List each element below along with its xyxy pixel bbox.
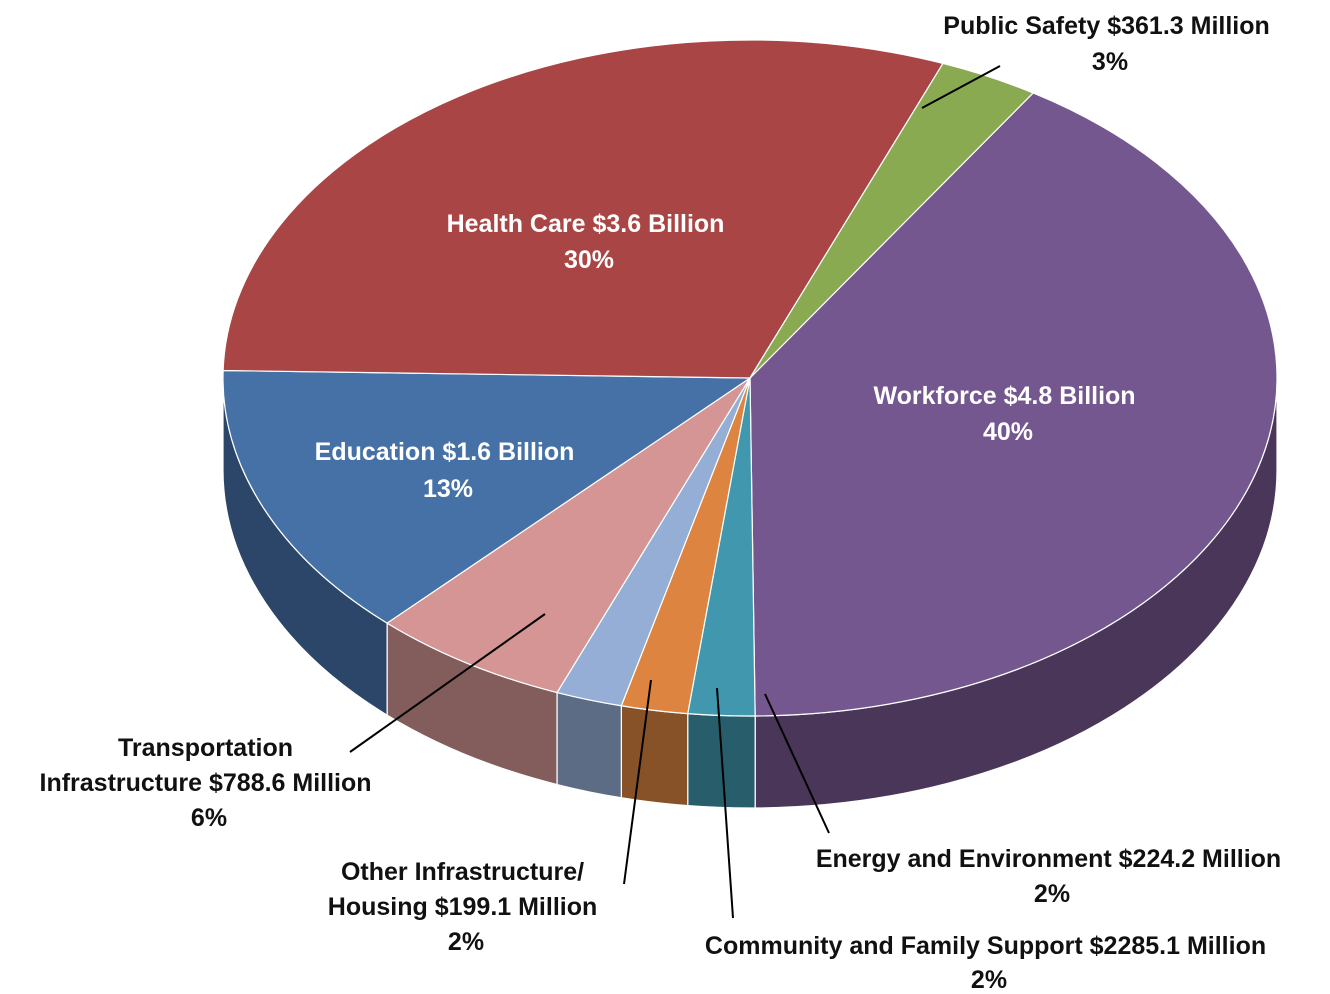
pie-slice-workforce [749,92,1278,717]
leader-line-public-safety [921,65,1001,109]
label-community-and-family-support: Community and Family Support $2285.1 Mil… [705,932,1273,994]
leader-line-community-and-family-support [716,687,734,919]
label-education: Education $1.6 Billion 13% [315,438,582,503]
pie-slice-health-care [222,39,944,379]
leader-line-other-infrastructure-housing [623,679,652,885]
pie-slices [222,39,1278,717]
label-energy-and-environment: Energy and Environment $224.2 Million 2% [816,845,1288,908]
label-workforce: Workforce $4.8 Billion 40% [873,382,1142,446]
leader-line-transportation-infrastructure [349,613,546,753]
pie-slice-education [222,369,752,624]
label-health-care: Health Care $3.6 Billion 30% [447,210,732,274]
pie-side-community-and-family-support [620,705,689,807]
pie-side-other-infrastructure-housing [556,691,622,799]
leader-lines [349,65,1001,919]
label-other-infrastructure-housing: Other Infrastructure/ Housing $199.1 Mil… [328,858,604,956]
pie-slice-public-safety [749,62,1035,379]
leader-line-energy-and-environment [764,693,830,834]
label-public-safety: Public Safety $361.3 Million 3% [943,12,1276,76]
label-transportation-infrastructure: Transportation Infrastructure $788.6 Mil… [40,734,379,832]
pie-slice-transportation-infrastructure [385,377,751,694]
